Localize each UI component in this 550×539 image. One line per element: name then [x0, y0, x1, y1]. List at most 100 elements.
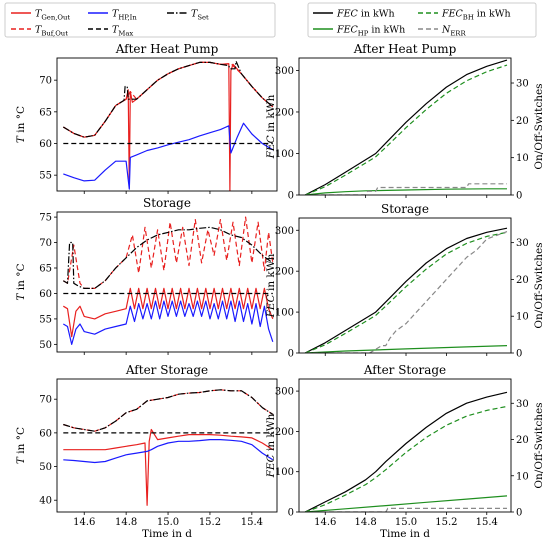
legend-label: TBuf,Out	[35, 25, 68, 38]
legend-label: TSet	[191, 9, 209, 22]
chart-title: After Heat Pump	[115, 42, 219, 56]
series-line-FEC_BH	[304, 405, 508, 512]
legend-label: NERR	[441, 25, 466, 38]
y-tick-label: 50	[39, 340, 52, 351]
plot-frame	[56, 378, 278, 513]
y-axis-label: FEC in kWh	[265, 253, 277, 318]
plot-area	[62, 60, 274, 191]
x-tick-label: 14.8	[354, 517, 376, 528]
y2-tick-label: 10	[516, 471, 529, 482]
series-line-FEC_HP	[305, 345, 508, 353]
legend-left-item: THP,In	[88, 9, 137, 22]
y-tick-label: 70	[39, 238, 52, 249]
series-line-FEC_HP	[305, 188, 507, 195]
x-tick-label: 15.2	[199, 517, 221, 528]
x-axis-label: Time in d	[380, 528, 430, 539]
series-line-N_ERR	[305, 231, 508, 353]
y-tick-label: 55	[39, 171, 52, 182]
chart-title: After Storage	[363, 363, 446, 377]
y-axis-label: T in °C	[15, 263, 27, 300]
y-tick-label: 0	[288, 191, 294, 202]
plot-frame	[56, 57, 278, 192]
series-line-T_Buf,Out	[63, 389, 274, 432]
legend-right-item: FEC in kWh	[313, 9, 395, 20]
y-tick-label: 75	[39, 213, 52, 224]
x-tick-label: 14.6	[73, 517, 95, 528]
y-tick-label: 50	[39, 462, 52, 473]
y2-tick-label: 0	[516, 508, 522, 519]
chart-panel: Storage 0 100 200 300 0 10 20 30 FEC in kWh On/Off…	[265, 202, 545, 360]
y-tick-label: 200	[275, 267, 294, 278]
y-tick-label: 100	[275, 467, 294, 478]
y-tick-label: 100	[275, 149, 294, 160]
y-axis-label: FEC in kWh	[265, 94, 277, 159]
y-tick-label: 40	[39, 496, 52, 507]
x-tick-label: 15.0	[157, 517, 179, 528]
y2-axis-label: On/Off-Switches	[533, 242, 545, 328]
legend-left-frame	[4, 2, 276, 38]
plot-area	[304, 59, 508, 195]
series-line-T_HP,In	[62, 300, 274, 345]
y2-tick-label: 0	[516, 349, 522, 360]
legend-left-item: TBuf,Out	[11, 25, 68, 38]
chart-title: After Heat Pump	[353, 42, 457, 56]
y2-tick-label: 0	[516, 191, 522, 202]
series-line-FEC_BH	[304, 231, 508, 353]
y-tick-label: 100	[275, 308, 294, 319]
series-line-FEC	[304, 59, 508, 195]
y-tick-label: 300	[275, 226, 294, 237]
y2-axis-label: On/Off-Switches	[533, 402, 545, 488]
y-tick-label: 55	[39, 314, 52, 325]
chart-panel: After Storage 0 100 200 300 0 10 20 30 14.6 14.8 15…	[265, 363, 545, 539]
y-axis-label: T in °C	[15, 106, 27, 143]
y-tick-label: 65	[39, 264, 52, 275]
legend-right-item: FECHP in kWh	[313, 25, 405, 38]
series-line-N_ERR	[305, 507, 507, 512]
series-line-T_Set	[62, 60, 274, 138]
y-tick-label: 0	[288, 508, 294, 519]
y-tick-label: 0	[288, 349, 294, 360]
y2-tick-label: 20	[516, 435, 529, 446]
chart-panel: After Heat Pump 0 100 200 300 0 10 20 30 FEC in k…	[265, 42, 545, 202]
series-line-FEC_BH	[304, 64, 508, 195]
legend-right: FEC in kWh FECBH in kWh FECHP in kWh NERR	[307, 2, 537, 38]
legend-label: TMax	[112, 25, 133, 38]
y-tick-label: 70	[39, 395, 52, 406]
plot-area	[63, 389, 274, 506]
y-tick-label: 300	[275, 387, 294, 398]
plot-frame	[298, 57, 512, 196]
series-line-T_Gen,Out	[63, 428, 274, 506]
chart-panel: After Storage 40 50 60 70 14.6 14.8 15.0 15.2 15.…	[15, 363, 278, 539]
plot-frame	[298, 217, 512, 354]
series-line-T_HP,In	[63, 439, 274, 464]
chart-panel: Storage 50 55 60 65 70 75 T in °C	[15, 196, 278, 355]
y-tick-label: 60	[39, 289, 52, 300]
series-line-FEC	[304, 391, 508, 512]
y-tick-label: 300	[275, 66, 294, 77]
legend-label: THP,In	[112, 9, 137, 22]
y-tick-label: 60	[39, 139, 52, 150]
y-tick-label: 60	[39, 428, 52, 439]
plot-area	[62, 216, 274, 345]
series-line-FEC_HP	[305, 495, 508, 512]
y-tick-label: 200	[275, 427, 294, 438]
series-line-T_Set	[62, 226, 274, 289]
series-line-T_Gen,Out	[62, 287, 274, 338]
plot-frame	[56, 211, 278, 353]
legend-right-frame	[307, 2, 537, 38]
y2-tick-label: 30	[516, 399, 529, 410]
y2-axis-label: On/Off-Switches	[533, 83, 545, 169]
y2-tick-label: 10	[516, 153, 529, 164]
legend-right-item: FECBH in kWh	[418, 9, 511, 22]
legend-label: FECHP in kWh	[336, 25, 405, 38]
legend-label: TGen,Out	[35, 9, 70, 22]
y2-tick-label: 30	[516, 79, 529, 90]
chart-title: Storage	[381, 202, 429, 216]
chart-panel: After Heat Pump 55 60 65 70 T in °C	[15, 42, 278, 194]
y2-tick-label: 20	[516, 116, 529, 127]
series-line-T_HP,In	[63, 122, 274, 190]
x-tick-label: 15.4	[241, 517, 263, 528]
series-line-T_Buf,Out	[62, 216, 274, 289]
x-tick-label: 14.8	[115, 517, 137, 528]
